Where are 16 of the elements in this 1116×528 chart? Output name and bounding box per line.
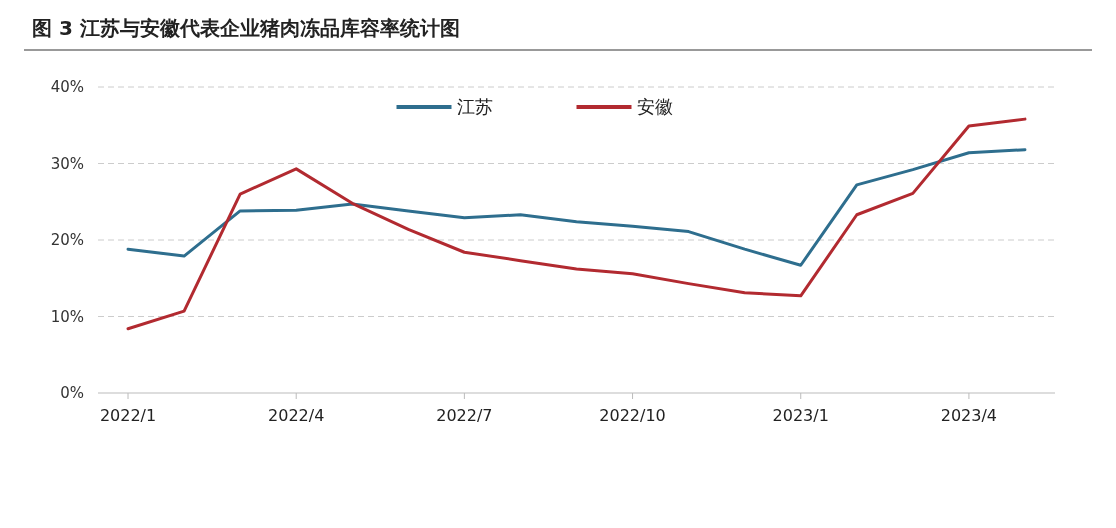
line-series: [126, 148, 1027, 267]
y-tick-label: 0%: [60, 384, 84, 403]
x-tick-label: 2022/10: [599, 406, 666, 425]
line-series: [126, 117, 1027, 331]
x-tick-label: 2022/1: [99, 406, 157, 425]
x-tick-label: 2022/4: [268, 406, 325, 425]
legend-label: 江苏: [456, 96, 493, 118]
y-tick-label: 40%: [50, 78, 84, 97]
y-tick-label: 10%: [50, 307, 84, 326]
chart-title: 图 3 江苏与安徽代表企业猪肉冻品库容率统计图: [32, 16, 460, 40]
y-tick-label: 20%: [50, 231, 84, 250]
legend-label: 安徽: [636, 96, 673, 118]
x-tick-label: 2023/4: [940, 406, 998, 425]
x-tick-label: 2022/7: [436, 406, 493, 425]
y-tick-label: 30%: [50, 154, 84, 173]
x-tick-label: 2023/1: [772, 406, 829, 425]
